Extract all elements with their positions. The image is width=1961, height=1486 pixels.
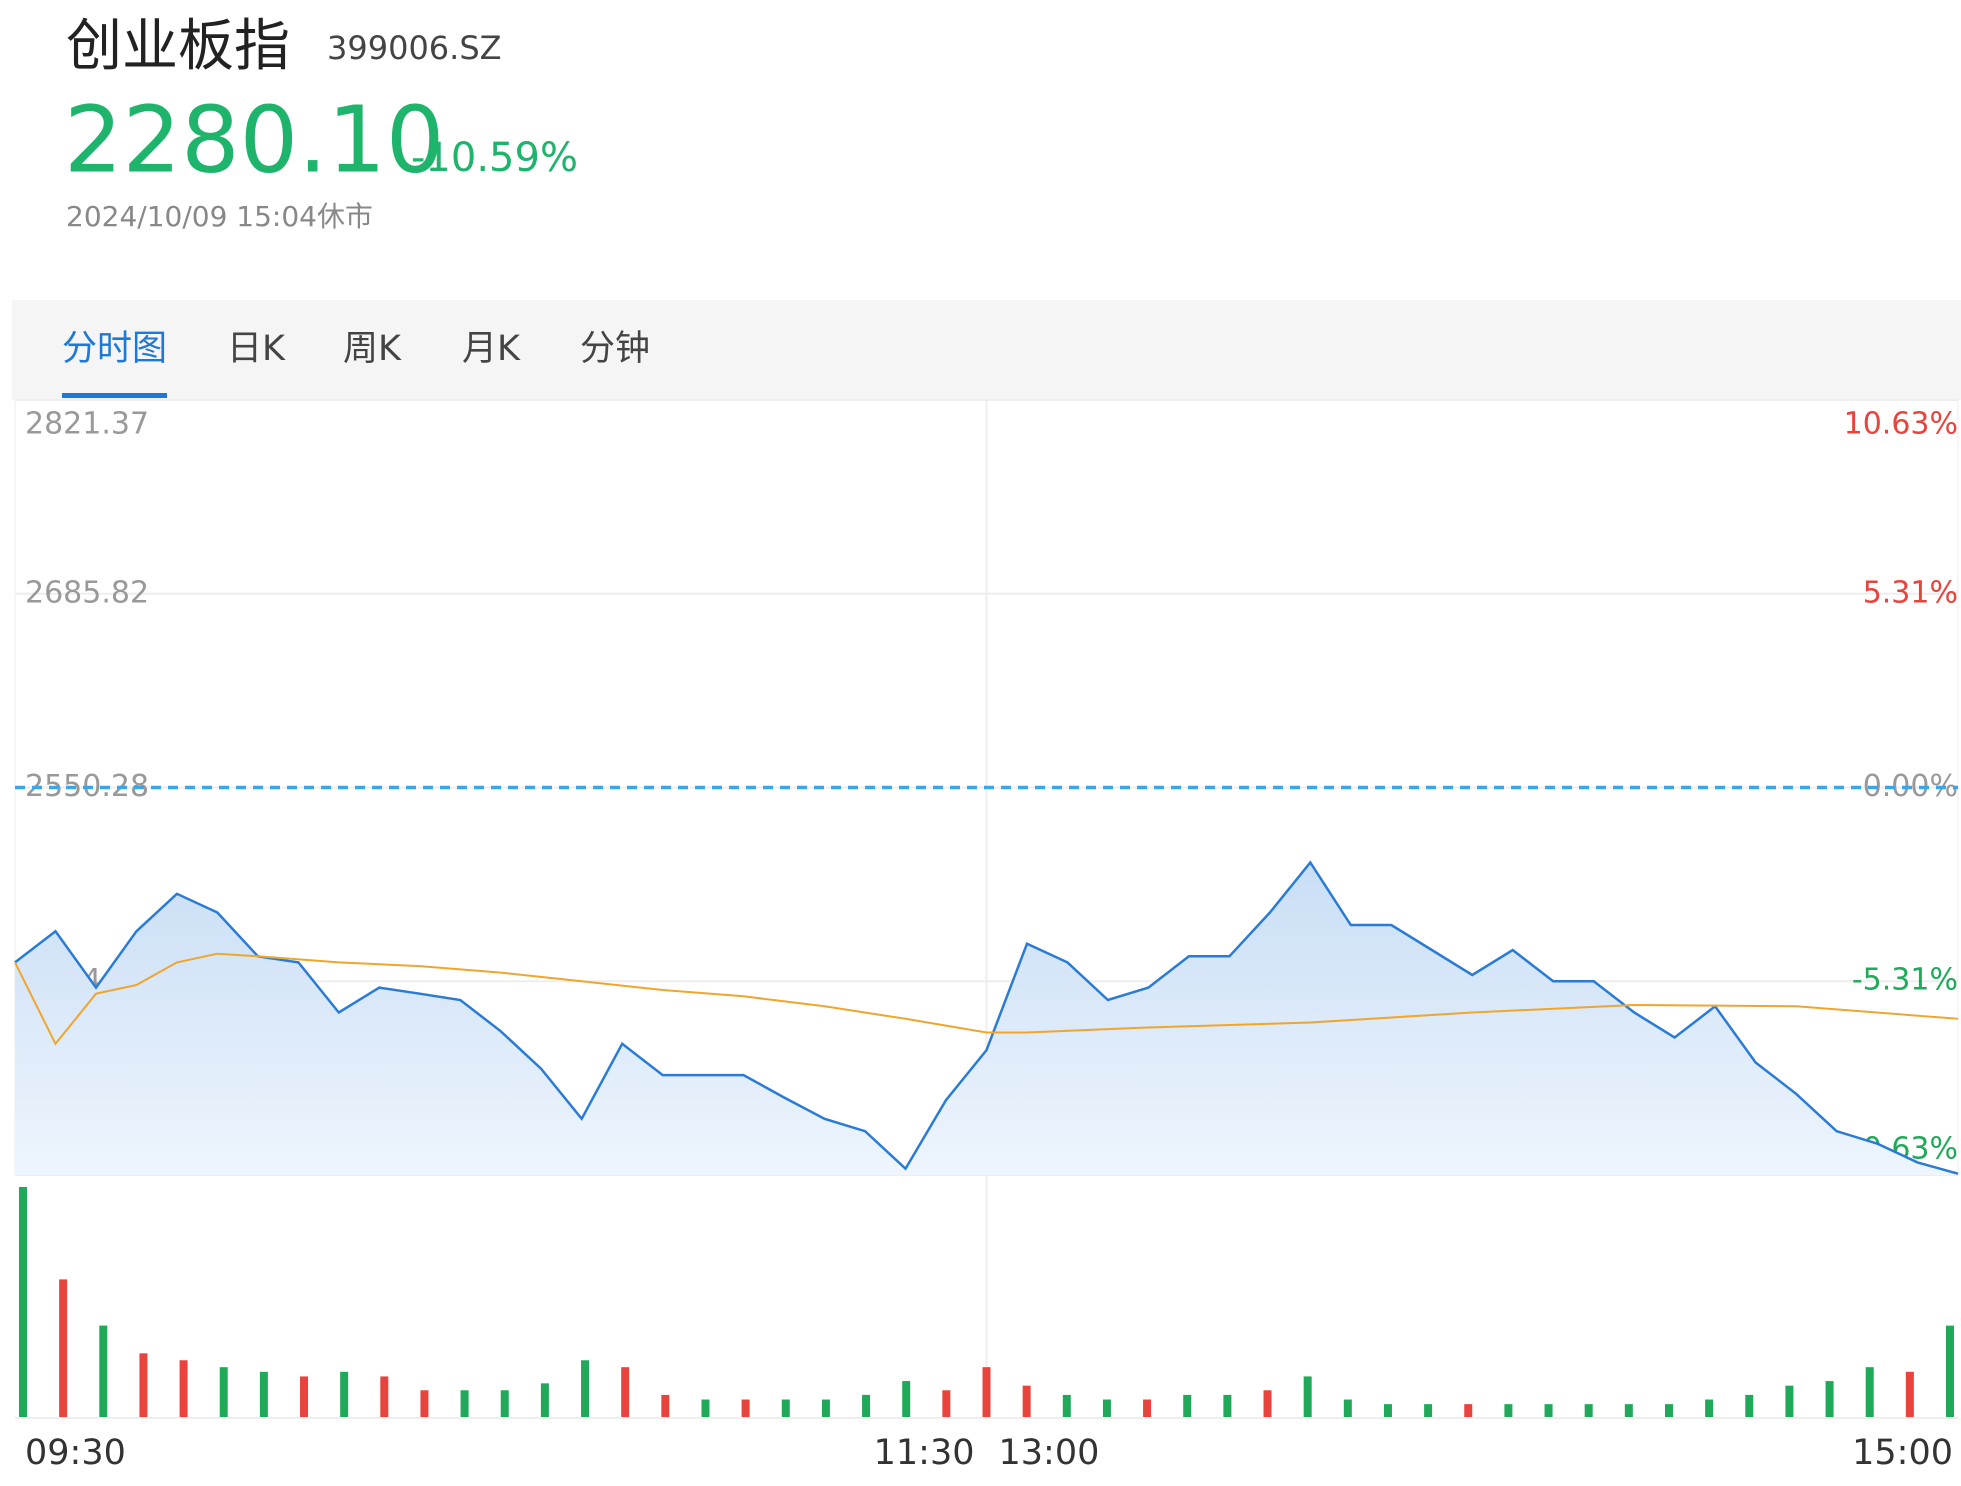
volume-bar: [902, 1381, 911, 1418]
volume-bar: [982, 1367, 991, 1418]
volume-bar: [1745, 1394, 1754, 1418]
volume-bar: [1183, 1394, 1192, 1418]
y2-tick-label: 5.31%: [1863, 575, 1958, 610]
tab-bar: [12, 300, 1961, 400]
tab[interactable]: 分钟: [580, 329, 650, 369]
x-tick-label: 11:30: [874, 1433, 975, 1473]
volume-bar: [500, 1390, 509, 1418]
volume-bar: [821, 1399, 830, 1418]
volume-bar: [99, 1325, 108, 1418]
volume-bar: [781, 1399, 790, 1418]
volume-bar: [340, 1371, 349, 1418]
volume-bar: [179, 1360, 188, 1418]
volume-bar: [1905, 1371, 1914, 1418]
volume-bar: [300, 1376, 309, 1418]
volume-bar: [1825, 1381, 1834, 1418]
volume-bar: [259, 1371, 268, 1418]
timestamp: 2024/10/09 15:04休市: [66, 200, 373, 233]
volume-bar: [701, 1399, 710, 1418]
average-line: [14, 952, 1959, 1046]
volume-bar: [741, 1399, 750, 1418]
volume-bar: [581, 1360, 590, 1418]
volume-bar: [1223, 1394, 1232, 1418]
volume-bar: [1022, 1385, 1031, 1418]
volume-bar: [621, 1367, 630, 1418]
volume-bar: [1343, 1399, 1352, 1418]
volume-bar: [59, 1279, 68, 1418]
y-tick-label: 2821.37: [25, 407, 149, 442]
volume-bar: [942, 1390, 951, 1418]
volume-bar: [1062, 1394, 1071, 1418]
volume-bar: [1946, 1325, 1954, 1418]
volume-bar: [1424, 1404, 1433, 1418]
index-code: 399006.SZ: [327, 29, 502, 67]
volume-bar: [1464, 1404, 1473, 1418]
volume-bar: [1705, 1399, 1714, 1418]
volume-bar: [460, 1390, 469, 1418]
volume-bar: [1544, 1404, 1553, 1418]
price-line: [14, 860, 1959, 1175]
volume-bar: [1584, 1404, 1593, 1418]
volume-bar: [380, 1376, 389, 1418]
y2-tick-label: -5.31%: [1852, 963, 1958, 998]
volume-bar: [862, 1394, 871, 1418]
x-tick-label: 09:30: [25, 1433, 126, 1473]
tab[interactable]: 日K: [227, 329, 286, 369]
tab[interactable]: 分时图: [62, 329, 167, 369]
volume-bar: [1102, 1399, 1111, 1418]
tab[interactable]: 周K: [343, 329, 402, 369]
price: 2280.10: [64, 86, 444, 193]
volume-bar: [19, 1187, 27, 1418]
volume-bar: [1785, 1385, 1794, 1418]
volume-bar: [1865, 1367, 1874, 1418]
x-tick-label: 13:00: [999, 1433, 1100, 1473]
volume-bar: [219, 1367, 228, 1418]
volume-bar: [540, 1383, 549, 1418]
volume-bar: [1624, 1404, 1633, 1418]
tab-underline: [62, 393, 168, 398]
volume-bar: [1303, 1376, 1312, 1418]
volume-bar: [139, 1353, 148, 1418]
y2-tick-label: 10.63%: [1844, 407, 1958, 442]
tab[interactable]: 月K: [462, 329, 521, 369]
volume-bar: [661, 1394, 670, 1418]
change: -10.59%: [411, 135, 578, 181]
volume-bar: [1383, 1404, 1392, 1418]
volume-bar: [1664, 1404, 1673, 1418]
volume-bar: [1263, 1390, 1272, 1418]
volume-bar: [1504, 1404, 1513, 1418]
volume-bar: [420, 1390, 429, 1418]
volume-bar: [1143, 1399, 1152, 1418]
x-tick-label: 15:00: [1852, 1433, 1953, 1473]
y-tick-label: 2685.82: [25, 575, 149, 610]
index-name: 创业板指: [66, 14, 290, 79]
price-area: [15, 862, 1958, 1175]
